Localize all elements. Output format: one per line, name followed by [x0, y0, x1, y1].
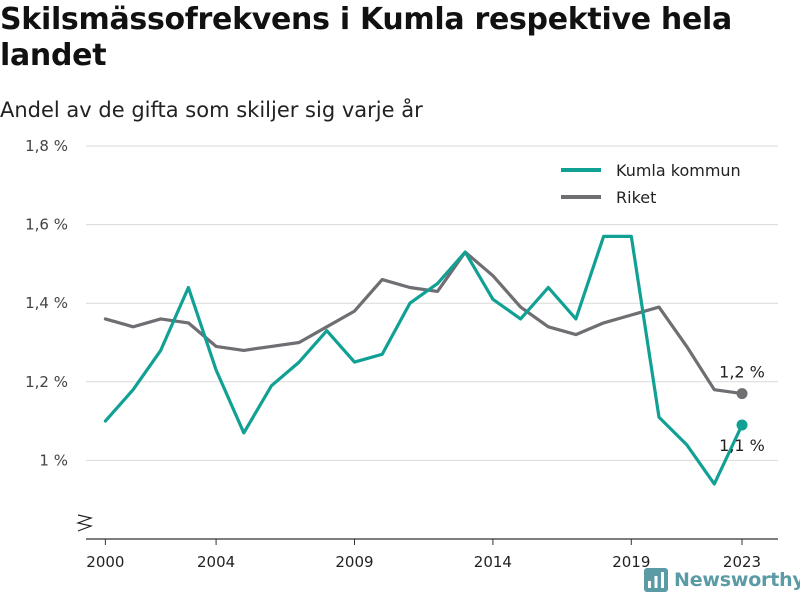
- y-tick-label: 1,4 %: [25, 294, 68, 312]
- end-labels: 1,1 % 1,2 %: [719, 363, 765, 455]
- bar-chart-icon: [644, 568, 668, 592]
- brand-name: Newsworthy: [674, 569, 800, 591]
- x-axis: 2000 2004 2009 2014 2019 2023: [75, 514, 778, 571]
- end-point-riket: [736, 388, 748, 400]
- x-tick-label: 2019: [612, 553, 650, 571]
- chart-subtitle: Andel av de gifta som skiljer sig varje …: [0, 98, 423, 122]
- gridlines: [86, 145, 778, 461]
- legend: Kumla kommun Riket: [561, 161, 741, 207]
- y-tick-label: 1,2 %: [25, 373, 68, 391]
- x-tick-label: 2000: [86, 553, 124, 571]
- x-tick-label: 2023: [723, 553, 761, 571]
- x-tick-label: 2014: [474, 553, 512, 571]
- axis-break-icon: [75, 514, 94, 532]
- legend-label: Riket: [616, 188, 656, 207]
- y-axis-ticks: 1 % 1,2 % 1,4 % 1,6 % 1,8 %: [25, 137, 68, 469]
- legend-label: Kumla kommun: [616, 161, 741, 180]
- x-tick-label: 2004: [197, 553, 235, 571]
- end-label-kumla: 1,1 %: [719, 436, 765, 455]
- chart-title: Skilsmässofrekvens i Kumla respektive he…: [0, 2, 732, 73]
- end-label-riket: 1,2 %: [719, 363, 765, 382]
- series-line-riket: [103, 250, 744, 396]
- end-point-kumla: [736, 419, 748, 431]
- x-tick-label: 2009: [335, 553, 373, 571]
- y-tick-label: 1,6 %: [25, 216, 68, 234]
- series-lines: [103, 234, 748, 486]
- y-tick-label: 1 %: [39, 451, 68, 469]
- series-line-kumla: [103, 234, 744, 486]
- y-tick-label: 1,8 %: [25, 137, 68, 155]
- newsworthy-logo: Newsworthy: [644, 568, 800, 592]
